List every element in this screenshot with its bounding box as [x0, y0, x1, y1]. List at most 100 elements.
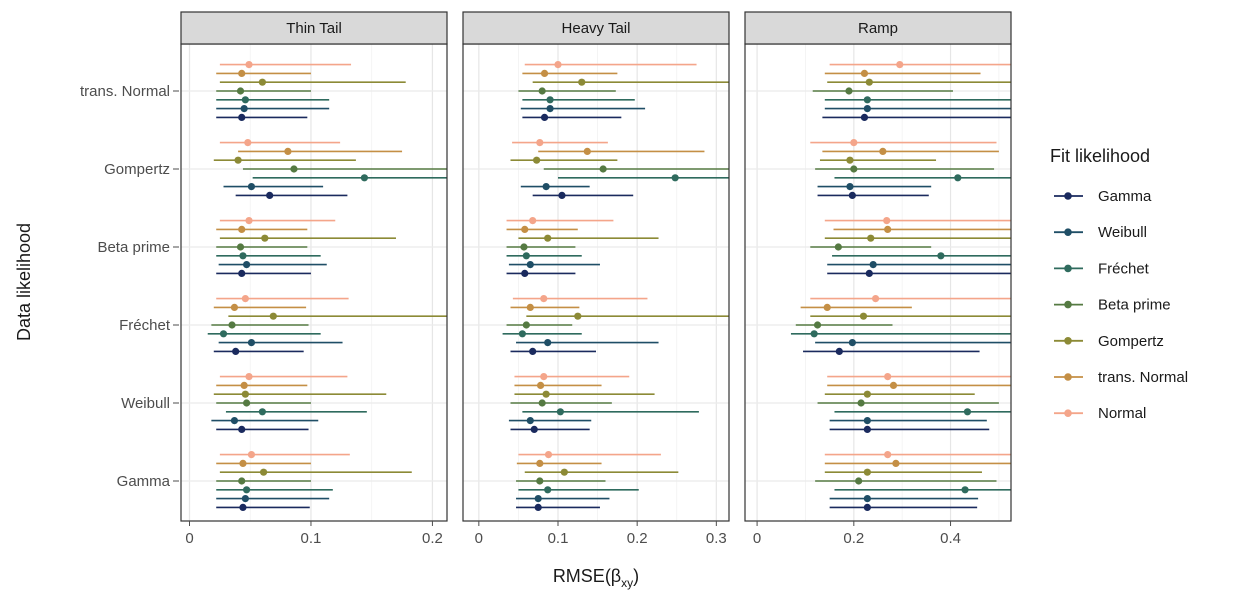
- estimate-point: [544, 339, 552, 347]
- estimate-point: [560, 468, 568, 476]
- legend-key-point: [1064, 300, 1072, 309]
- estimate-point: [863, 96, 871, 104]
- estimate-point: [241, 390, 249, 398]
- estimate-point: [863, 390, 871, 398]
- estimate-point: [863, 105, 871, 113]
- estimate-point: [536, 139, 544, 147]
- facet-title: Thin Tail: [286, 20, 342, 37]
- y-tick-label: Gamma: [117, 473, 171, 490]
- y-axis-title: Data likelihood: [14, 223, 34, 341]
- estimate-point: [239, 459, 247, 467]
- estimate-point: [238, 269, 246, 277]
- estimate-point: [865, 269, 873, 277]
- estimate-point: [526, 303, 534, 311]
- estimate-point: [850, 165, 858, 173]
- estimate-point: [846, 183, 854, 191]
- x-tick-label: 0.2: [627, 530, 648, 547]
- legend-key-point: [1064, 228, 1072, 236]
- estimate-point: [238, 69, 246, 77]
- estimate-point: [261, 234, 269, 242]
- estimate-point: [522, 252, 530, 260]
- estimate-point: [540, 69, 549, 77]
- facet-strip: [462, 11, 730, 45]
- estimate-point: [228, 321, 236, 329]
- y-tick-label: Fréchet: [119, 317, 171, 334]
- estimate-point: [546, 105, 554, 113]
- x-tick-label: 0: [753, 530, 761, 547]
- facet-strip: [744, 11, 1012, 45]
- estimate-point: [857, 399, 865, 407]
- y-tick-label: trans. Normal: [80, 83, 170, 100]
- estimate-point: [896, 61, 904, 69]
- estimate-point: [247, 183, 256, 191]
- estimate-point: [937, 252, 945, 260]
- estimate-point: [526, 417, 534, 425]
- estimate-point: [846, 156, 854, 164]
- estimate-point: [892, 459, 900, 467]
- x-tick-label: 0: [475, 530, 483, 547]
- x-tick-label: 0: [185, 530, 193, 547]
- estimate-point: [245, 217, 253, 225]
- estimate-point: [240, 381, 248, 389]
- estimate-point: [884, 373, 892, 381]
- legend-label: Fréchet: [1098, 260, 1150, 277]
- estimate-point: [242, 261, 251, 269]
- estimate-point: [963, 408, 972, 416]
- estimate-point: [529, 217, 537, 225]
- estimate-point: [284, 147, 292, 155]
- legend-label: Beta prime: [1098, 297, 1171, 314]
- estimate-point: [242, 486, 251, 494]
- estimate-point: [242, 399, 251, 407]
- x-tick-label: 0.2: [843, 530, 864, 547]
- estimate-point: [863, 425, 871, 433]
- estimate-point: [871, 295, 880, 303]
- panel-border: [180, 43, 448, 522]
- estimate-point: [848, 191, 856, 199]
- estimate-point: [879, 147, 887, 155]
- legend-label: Weibull: [1098, 224, 1147, 241]
- x-tick-label: 0.1: [301, 530, 322, 547]
- estimate-point: [234, 156, 242, 164]
- legend-key-point: [1064, 264, 1072, 273]
- estimate-point: [855, 477, 863, 485]
- estimate-point: [863, 417, 871, 425]
- facet-strip: [180, 11, 448, 45]
- estimate-point: [533, 156, 541, 164]
- legend-label: trans. Normal: [1098, 369, 1188, 386]
- legend-label: Normal: [1098, 405, 1146, 422]
- estimate-point: [869, 261, 877, 269]
- estimate-point: [236, 243, 245, 251]
- estimate-point: [538, 399, 546, 407]
- y-tick-label: Weibull: [121, 395, 170, 412]
- estimate-point: [526, 261, 534, 269]
- x-tick-label: 0.3: [706, 530, 727, 547]
- legend-key-point: [1064, 409, 1072, 418]
- estimate-point: [835, 347, 843, 355]
- facet-title: Heavy Tail: [562, 20, 631, 37]
- estimate-point: [813, 321, 822, 329]
- estimate-point: [258, 408, 266, 416]
- estimate-point: [232, 347, 240, 355]
- estimate-point: [521, 269, 529, 277]
- estimate-point: [810, 330, 818, 338]
- estimate-point: [542, 390, 550, 398]
- estimate-point: [558, 191, 566, 199]
- estimate-point: [536, 381, 545, 389]
- estimate-point: [863, 495, 871, 503]
- estimate-point: [239, 503, 247, 511]
- estimate-point: [578, 78, 586, 86]
- legend-label: Gompertz: [1098, 333, 1164, 350]
- panel-border: [744, 43, 1012, 522]
- estimate-point: [544, 234, 552, 242]
- estimate-point: [834, 243, 842, 251]
- estimate-point: [860, 113, 869, 121]
- estimate-point: [230, 303, 239, 311]
- estimate-point: [961, 486, 969, 494]
- estimate-point: [883, 217, 891, 225]
- estimate-point: [240, 105, 248, 113]
- estimate-point: [536, 459, 544, 467]
- estimate-point: [538, 87, 546, 95]
- estimate-point: [245, 61, 253, 69]
